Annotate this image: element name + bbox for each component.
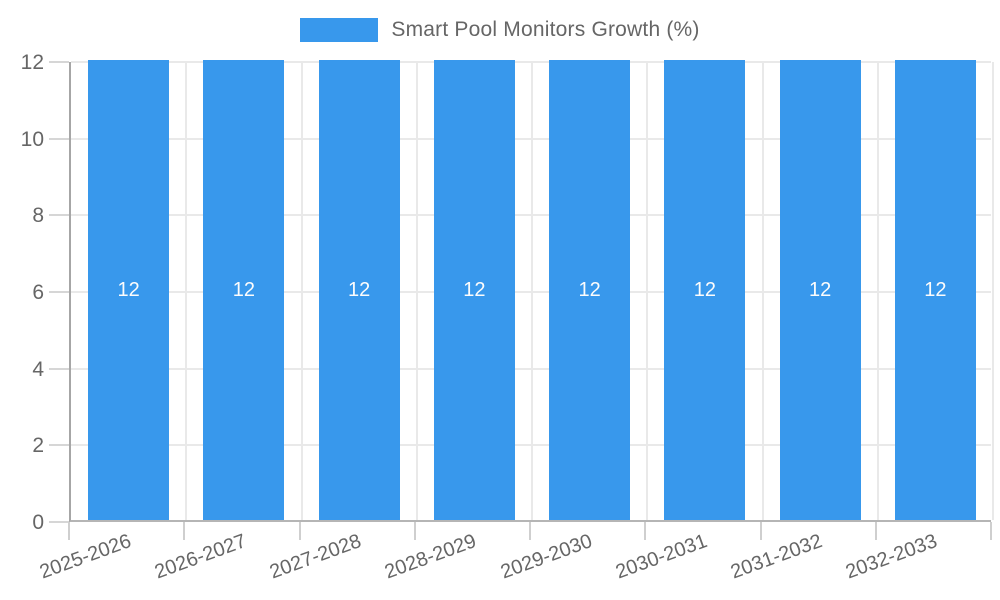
x-axis-tick [529, 522, 531, 540]
y-axis-tick-label: 12 [20, 51, 44, 74]
y-axis-tick-label: 4 [32, 357, 44, 381]
bar-value-label: 12 [578, 279, 601, 301]
vertical-gridline [646, 62, 649, 520]
y-axis-tick-label: 6 [32, 281, 44, 304]
chart-legend[interactable]: Smart Pool Monitors Growth (%) [0, 18, 1000, 42]
bar[interactable]: 12 [318, 60, 400, 520]
y-axis-tick-label: 8 [32, 204, 44, 228]
y-axis-tick [49, 61, 69, 63]
vertical-gridline [415, 62, 418, 520]
vertical-gridline [531, 62, 533, 520]
bar-value-label: 12 [232, 279, 255, 301]
bar-value-label: 12 [348, 279, 371, 301]
x-axis-tick [874, 522, 877, 540]
plot-area: 12 12 12 12 12 12 12 12 [69, 60, 994, 522]
y-axis-tick-label: 10 [20, 127, 44, 151]
x-axis-tick [298, 522, 301, 540]
x-axis-tick-label: 2029-2030 [497, 530, 595, 584]
x-axis-tick-label: 2027-2028 [266, 530, 365, 584]
x-axis-tick [183, 522, 186, 540]
bar[interactable]: 12 [779, 60, 861, 520]
vertical-gridline [992, 62, 994, 520]
y-axis-tick-label: 0 [32, 511, 44, 534]
vertical-gridline [185, 62, 188, 520]
y-axis-tick-label: 2 [32, 434, 44, 458]
x-axis-tick [990, 522, 992, 540]
y-axis-tick [49, 137, 69, 140]
bar[interactable]: 12 [894, 60, 976, 520]
bar-value-label: 12 [463, 279, 486, 301]
bar[interactable]: 12 [203, 60, 285, 520]
x-axis-tick [759, 522, 762, 540]
x-axis-tick-label: 2028-2029 [382, 530, 480, 584]
bar[interactable]: 12 [549, 60, 631, 520]
legend-swatch [300, 18, 379, 42]
vertical-gridline [761, 62, 764, 520]
x-axis-tick [413, 522, 416, 540]
y-axis-tick [49, 214, 69, 217]
bar-value-label: 12 [924, 279, 947, 301]
vertical-gridline [300, 62, 303, 520]
y-axis-tick [49, 444, 69, 447]
bar-value-label: 12 [693, 279, 716, 301]
vertical-gridline [876, 62, 879, 520]
bar[interactable]: 12 [88, 60, 170, 520]
x-axis-tick-label: 2026-2027 [151, 530, 250, 584]
x-axis-tick-label: 2025-2026 [36, 530, 134, 584]
y-axis-tick [49, 291, 69, 293]
bar-value-label: 12 [117, 279, 140, 301]
x-axis-tick-label: 2031-2032 [727, 530, 826, 584]
x-axis-tick-label: 2030-2031 [612, 530, 711, 584]
x-axis-tick [644, 522, 647, 540]
legend-label: Smart Pool Monitors Growth (%) [391, 18, 700, 41]
x-axis-tick [68, 522, 70, 540]
y-axis-tick [49, 521, 69, 523]
bar-value-label: 12 [809, 279, 832, 301]
bar[interactable]: 12 [664, 60, 746, 520]
bar[interactable]: 12 [433, 60, 515, 520]
x-axis-tick-label: 2032-2033 [843, 530, 941, 584]
y-axis-tick [49, 367, 69, 370]
